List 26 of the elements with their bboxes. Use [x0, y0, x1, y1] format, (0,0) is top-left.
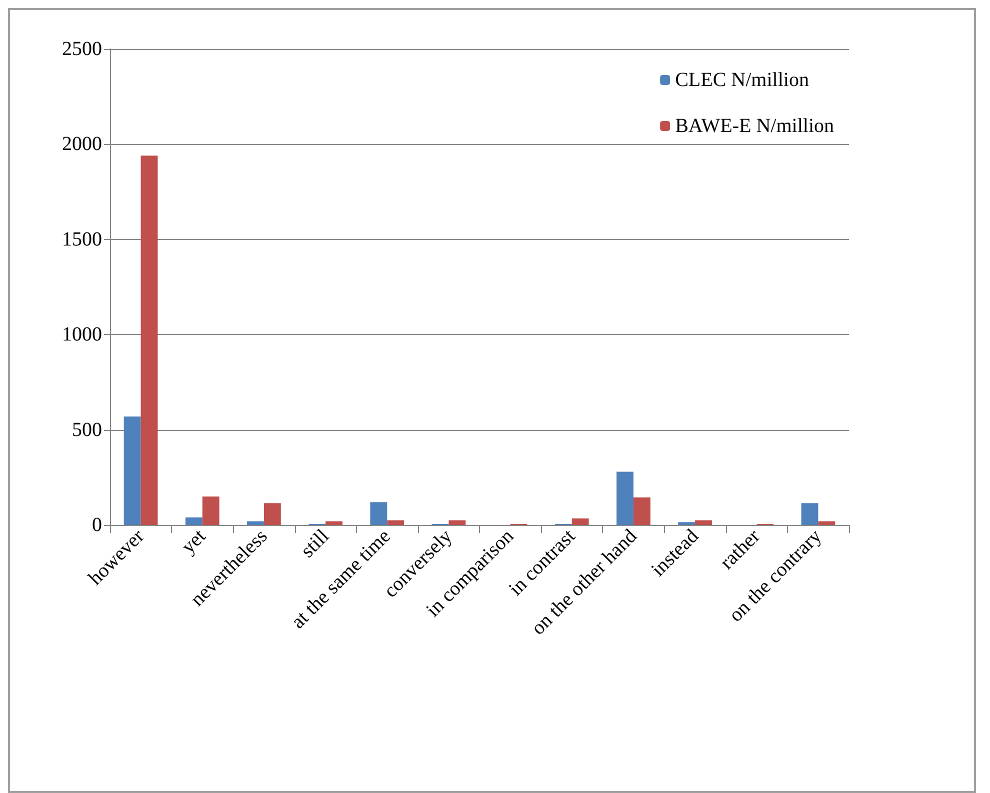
bar: [124, 416, 141, 525]
bar: [140, 156, 158, 525]
y-tick-label: 0: [92, 514, 102, 536]
legend-label: BAWE-E N/million: [675, 115, 834, 137]
bar: [202, 496, 220, 525]
legend-label: CLEC N/million: [675, 69, 809, 91]
bar: [185, 517, 202, 525]
bar: [247, 521, 264, 525]
bar: [695, 520, 712, 525]
y-tick-label: 500: [72, 418, 102, 441]
y-tick-label: 2000: [62, 133, 102, 156]
y-tick-label: 2500: [62, 38, 102, 60]
bar: [264, 503, 281, 525]
x-tick-label: still: [296, 524, 334, 562]
bar: [818, 521, 836, 525]
bar: [678, 522, 696, 525]
bar: [572, 518, 589, 525]
bar: [387, 520, 404, 525]
bar: [616, 472, 634, 525]
bar: [448, 520, 466, 525]
y-tick-label: 1000: [62, 324, 102, 346]
bar: [801, 503, 818, 525]
y-tick-label: 1500: [62, 228, 102, 250]
bar: [633, 497, 650, 525]
bar: [370, 502, 388, 525]
bar: [326, 521, 342, 525]
